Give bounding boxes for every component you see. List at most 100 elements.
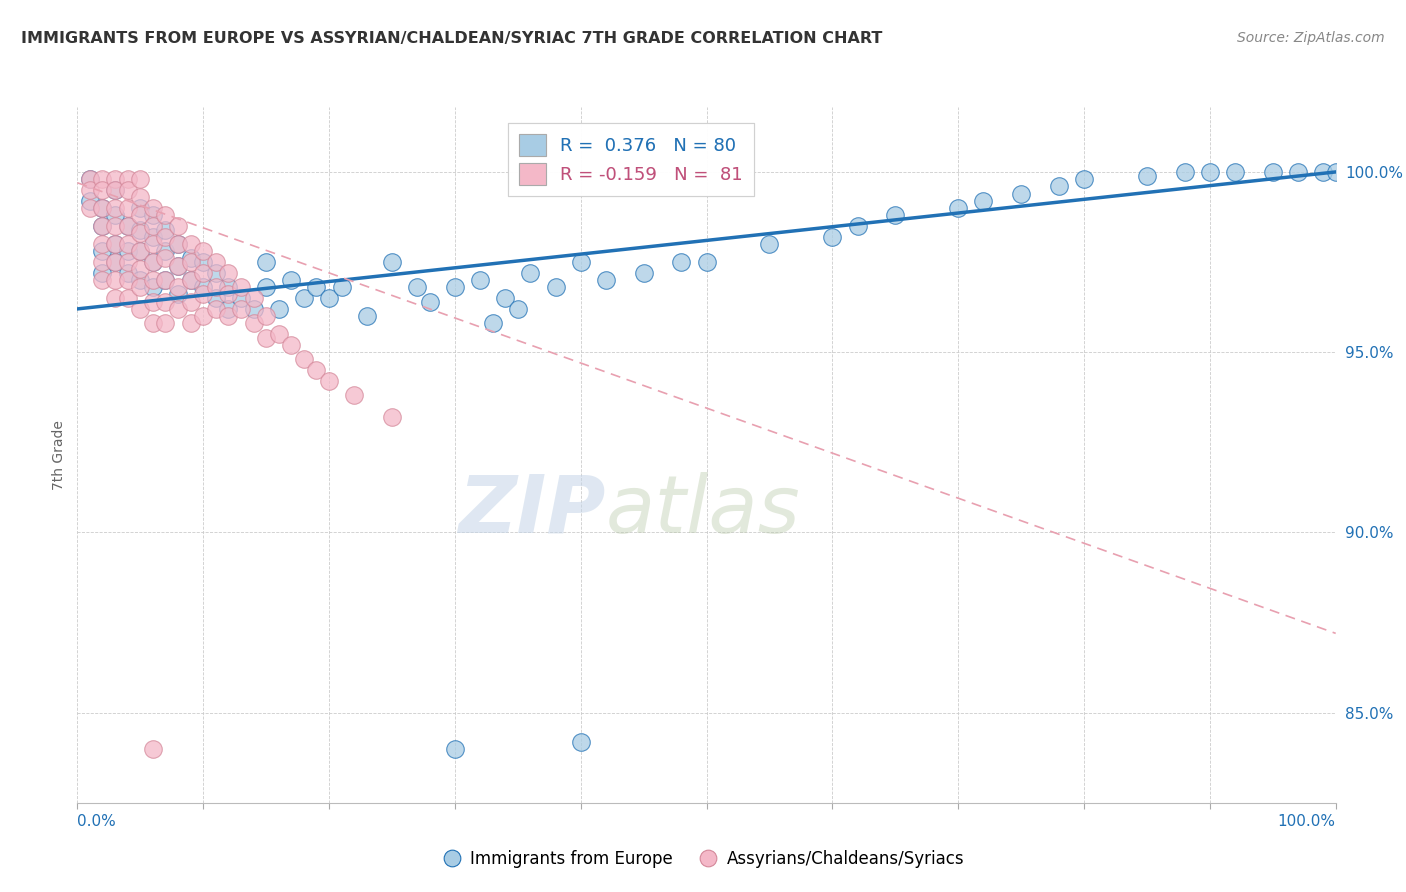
- Point: [330, 280, 353, 294]
- Point: [104, 255, 127, 269]
- Point: [180, 237, 202, 252]
- Point: [191, 309, 215, 323]
- Point: [180, 252, 202, 266]
- Point: [1312, 165, 1334, 179]
- Point: [155, 222, 177, 236]
- Text: ZIP: ZIP: [458, 472, 606, 549]
- Point: [406, 280, 429, 294]
- Point: [180, 316, 202, 330]
- Point: [191, 266, 215, 280]
- Point: [142, 316, 165, 330]
- Point: [217, 266, 239, 280]
- Point: [167, 280, 190, 294]
- Point: [180, 294, 202, 309]
- Point: [117, 237, 139, 252]
- Point: [519, 266, 541, 280]
- Text: 0.0%: 0.0%: [77, 814, 117, 829]
- Point: [1324, 165, 1347, 179]
- Point: [142, 201, 165, 215]
- Point: [79, 172, 101, 186]
- Point: [204, 266, 226, 280]
- Point: [242, 316, 264, 330]
- Point: [117, 266, 139, 280]
- Point: [167, 259, 190, 273]
- Point: [142, 208, 165, 222]
- Point: [318, 291, 340, 305]
- Point: [142, 741, 165, 756]
- Point: [191, 255, 215, 269]
- Point: [129, 273, 152, 287]
- Point: [343, 388, 366, 402]
- Point: [129, 201, 152, 215]
- Point: [104, 172, 127, 186]
- Point: [117, 183, 139, 197]
- Point: [91, 244, 114, 259]
- Point: [91, 219, 114, 233]
- Legend: Immigrants from Europe, Assyrians/Chaldeans/Syriacs: Immigrants from Europe, Assyrians/Chalde…: [436, 844, 970, 875]
- Point: [91, 237, 114, 252]
- Point: [846, 219, 869, 233]
- Point: [129, 280, 152, 294]
- Point: [544, 280, 567, 294]
- Point: [305, 363, 328, 377]
- Point: [305, 280, 328, 294]
- Point: [104, 255, 127, 269]
- Point: [204, 255, 226, 269]
- Point: [117, 219, 139, 233]
- Point: [155, 208, 177, 222]
- Point: [167, 219, 190, 233]
- Point: [821, 229, 844, 244]
- Point: [481, 316, 503, 330]
- Point: [242, 301, 264, 316]
- Point: [180, 255, 202, 269]
- Point: [292, 291, 315, 305]
- Point: [444, 280, 467, 294]
- Point: [91, 273, 114, 287]
- Point: [167, 237, 190, 252]
- Point: [569, 255, 592, 269]
- Point: [1174, 165, 1197, 179]
- Point: [254, 331, 277, 345]
- Point: [104, 183, 127, 197]
- Point: [1198, 165, 1220, 179]
- Point: [292, 352, 315, 367]
- Point: [91, 201, 114, 215]
- Point: [419, 294, 441, 309]
- Point: [91, 172, 114, 186]
- Point: [117, 172, 139, 186]
- Point: [242, 291, 264, 305]
- Point: [444, 741, 467, 756]
- Point: [671, 255, 693, 269]
- Point: [167, 301, 190, 316]
- Point: [142, 219, 165, 233]
- Legend: R =  0.376   N = 80, R = -0.159   N =  81: R = 0.376 N = 80, R = -0.159 N = 81: [508, 123, 754, 196]
- Point: [104, 291, 127, 305]
- Point: [468, 273, 491, 287]
- Point: [129, 172, 152, 186]
- Point: [142, 280, 165, 294]
- Point: [155, 273, 177, 287]
- Point: [381, 410, 404, 425]
- Point: [129, 301, 152, 316]
- Point: [884, 208, 907, 222]
- Point: [117, 273, 139, 287]
- Point: [217, 309, 239, 323]
- Point: [129, 226, 152, 240]
- Point: [191, 280, 215, 294]
- Y-axis label: 7th Grade: 7th Grade: [52, 420, 66, 490]
- Point: [79, 194, 101, 208]
- Point: [167, 237, 190, 252]
- Point: [696, 255, 718, 269]
- Point: [142, 255, 165, 269]
- Point: [1286, 165, 1309, 179]
- Point: [633, 266, 655, 280]
- Text: 100.0%: 100.0%: [1278, 814, 1336, 829]
- Point: [129, 222, 152, 236]
- Point: [79, 183, 101, 197]
- Point: [129, 208, 152, 222]
- Point: [155, 316, 177, 330]
- Point: [280, 273, 302, 287]
- Point: [79, 172, 101, 186]
- Point: [117, 244, 139, 259]
- Point: [381, 255, 404, 269]
